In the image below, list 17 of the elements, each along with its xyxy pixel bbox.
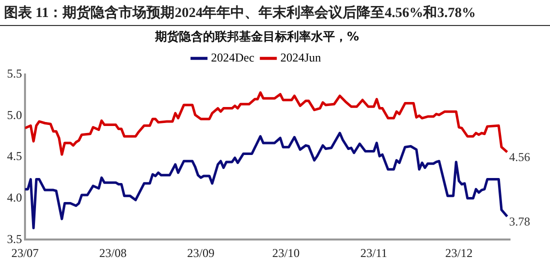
y-tick-label: 5.0 bbox=[7, 108, 22, 122]
x-tick-label: 23/09 bbox=[187, 246, 215, 260]
annotation: 3.78 bbox=[509, 214, 530, 229]
legend-label: 2024Dec bbox=[211, 50, 254, 65]
x-tick-label: 23/11 bbox=[360, 246, 388, 260]
chart-subtitle: 期货隐含的联邦基金目标利率水平，% bbox=[154, 29, 360, 44]
x-tick-label: 23/07 bbox=[11, 246, 39, 260]
annotation: 4.56 bbox=[509, 150, 530, 164]
x-tick-label: 23/10 bbox=[272, 246, 300, 260]
legend-label: 2024Jun bbox=[280, 50, 321, 65]
y-tick-label: 5.5 bbox=[7, 66, 22, 81]
y-tick-label: 4.0 bbox=[7, 190, 22, 204]
y-tick-label: 4.5 bbox=[7, 149, 22, 164]
x-tick-label: 23/08 bbox=[99, 246, 127, 260]
chart-title: 图表 11：期货隐含市场预期2024年年中、年末利率会议后降至4.56%和3.78% bbox=[0, 0, 550, 26]
x-tick-label: 23/12 bbox=[445, 246, 473, 260]
y-tick-label: 3.5 bbox=[7, 232, 22, 246]
